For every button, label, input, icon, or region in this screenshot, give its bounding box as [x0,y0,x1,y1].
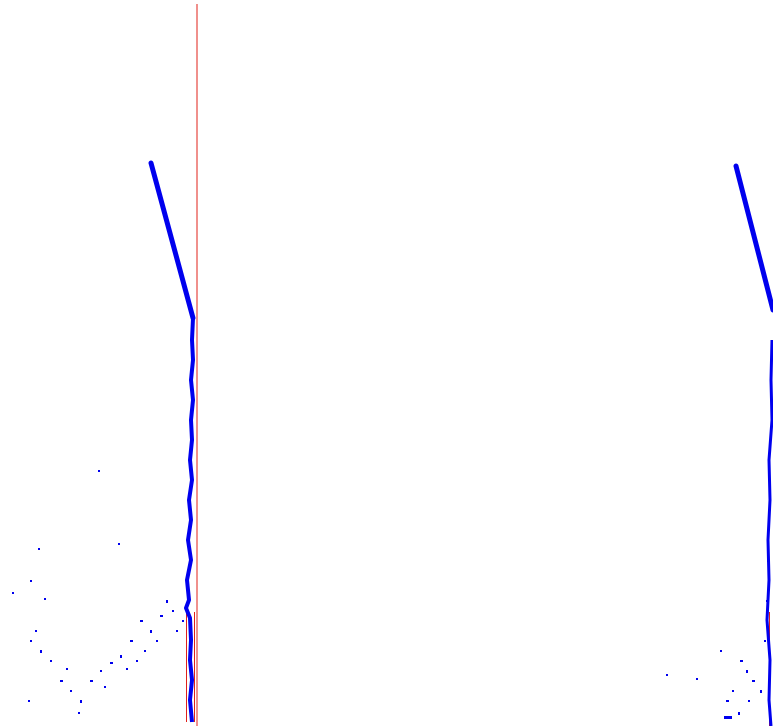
left-panel [12,4,198,726]
scatter-specks-right [666,560,769,719]
trace-vertical-segment-right [765,339,773,726]
right-panel [666,163,773,726]
scatter-specks [12,470,184,714]
trace-diagonal-segment-right [733,163,773,313]
trace-diagonal-segment [148,160,196,321]
trace-vertical-segment [184,317,195,723]
reference-box-outline [186,612,195,722]
